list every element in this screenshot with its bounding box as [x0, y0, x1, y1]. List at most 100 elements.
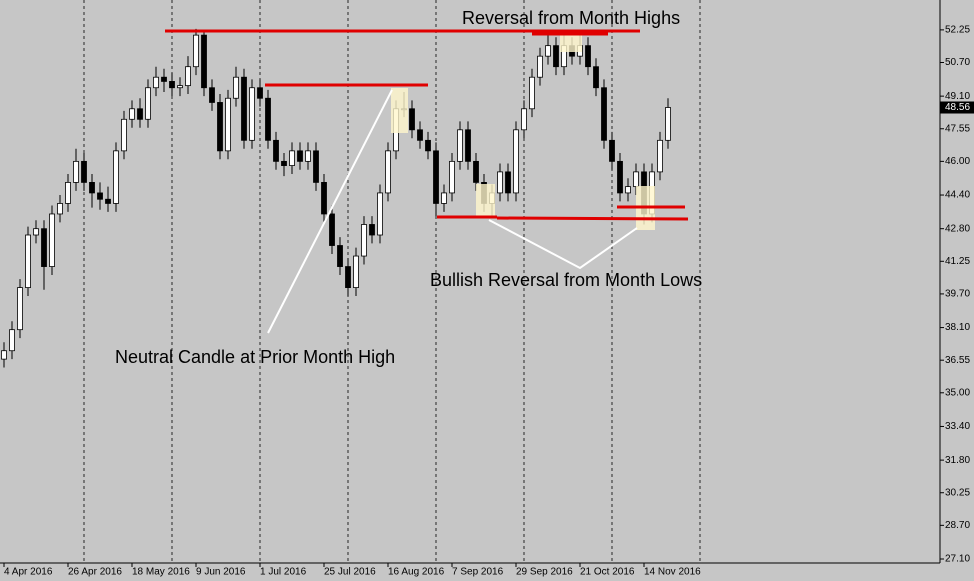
- candle-body: [249, 87, 255, 141]
- price-tag-label: 48.56: [945, 102, 970, 113]
- candle-body: [193, 34, 199, 68]
- candle-body: [553, 45, 559, 68]
- y-tick-label: 52.25: [945, 25, 970, 36]
- highlight: [560, 33, 582, 52]
- y-tick-label: 33.40: [945, 421, 970, 432]
- y-tick-label: 35.00: [945, 387, 970, 398]
- x-tick-label: 18 May 2016: [132, 567, 190, 578]
- candle-body: [161, 76, 167, 82]
- candle-body: [497, 171, 503, 194]
- candle-body: [361, 224, 367, 257]
- highlight: [391, 88, 408, 133]
- candle-body: [49, 213, 55, 267]
- x-tick-label: 1 Jul 2016: [260, 567, 307, 578]
- candle-body: [57, 203, 63, 215]
- x-tick-label: 21 Oct 2016: [580, 567, 635, 578]
- x-tick-label: 29 Sep 2016: [516, 567, 573, 578]
- candle-body: [217, 102, 223, 152]
- candle-body: [105, 198, 111, 204]
- level-lines: [165, 29, 689, 221]
- candle-body: [257, 87, 263, 99]
- candle-body: [425, 139, 431, 152]
- drawings: [165, 29, 689, 334]
- y-tick-label: 38.10: [945, 322, 970, 333]
- candle-body: [113, 150, 119, 204]
- candle-body: [545, 45, 551, 57]
- candle-body: [241, 76, 247, 141]
- candle-body: [625, 186, 631, 194]
- candle-body: [449, 160, 455, 194]
- candle-body: [313, 150, 319, 183]
- candle-body: [1, 350, 7, 360]
- candle-body: [385, 150, 391, 194]
- candle-body: [329, 213, 335, 246]
- candle-body: [305, 150, 311, 162]
- candle-body: [297, 150, 303, 162]
- y-tick-label: 41.25: [945, 256, 970, 267]
- candle-body: [129, 108, 135, 120]
- candle-body: [265, 97, 271, 141]
- candle-body: [345, 266, 351, 289]
- x-tick-label: 9 Jun 2016: [196, 567, 246, 578]
- candle-body: [513, 129, 519, 194]
- candle-body: [17, 287, 23, 331]
- y-tick-label: 46.00: [945, 156, 970, 167]
- candle-body: [441, 192, 447, 204]
- candle-body: [153, 76, 159, 89]
- candle-body: [185, 66, 191, 87]
- annotation: Reversal from Month Highs: [462, 8, 680, 28]
- candle-body: [41, 228, 47, 267]
- candle-body: [201, 34, 207, 89]
- y-tick-label: 31.80: [945, 455, 970, 466]
- candle-body: [665, 107, 671, 141]
- candle-body: [33, 228, 39, 236]
- y-tick-label: 27.10: [945, 554, 970, 565]
- candle-body: [505, 171, 511, 194]
- y-tick-label: 42.80: [945, 223, 970, 234]
- candle-body: [529, 76, 535, 110]
- y-tick-label: 28.70: [945, 520, 970, 531]
- candle-body: [73, 160, 79, 183]
- candle-body: [97, 192, 103, 200]
- candle-body: [521, 108, 527, 131]
- candle-body: [657, 139, 663, 173]
- candle-body: [617, 160, 623, 194]
- price-tag: [940, 101, 974, 114]
- candle-body: [337, 245, 343, 267]
- candle-body: [457, 129, 463, 162]
- candle-body: [169, 81, 175, 89]
- annotation: Bullish Reversal from Month Lows: [430, 270, 702, 290]
- candle-body: [593, 66, 599, 89]
- y-tick-label: 39.70: [945, 289, 970, 300]
- pointer-line: [488, 219, 638, 270]
- candle-body: [369, 224, 375, 236]
- candle-body: [465, 129, 471, 162]
- candle-body: [145, 87, 151, 120]
- x-tick-label: 7 Sep 2016: [452, 567, 504, 578]
- y-tick-label: 49.10: [945, 91, 970, 102]
- candle-body: [585, 45, 591, 68]
- candle-body: [601, 87, 607, 141]
- candle-body: [473, 160, 479, 183]
- y-tick-label: 36.55: [945, 355, 970, 366]
- level-line: [496, 216, 689, 221]
- candle-body: [137, 108, 143, 120]
- x-tick-label: 26 Apr 2016: [68, 567, 122, 578]
- candle-body: [25, 234, 31, 289]
- candle-body: [209, 87, 215, 103]
- candle-body: [65, 182, 71, 204]
- y-tick-label: 47.55: [945, 123, 970, 134]
- candle-body: [177, 85, 183, 89]
- pointer-line: [267, 89, 393, 334]
- candle-body: [417, 129, 423, 141]
- annotation: Neutral Candle at Prior Month High: [115, 347, 395, 367]
- candle-body: [81, 160, 87, 183]
- candle-body: [353, 255, 359, 289]
- candle-body: [225, 97, 231, 152]
- candle-body: [121, 118, 127, 152]
- x-tick-label: 14 Nov 2016: [644, 567, 701, 578]
- candle-body: [321, 182, 327, 215]
